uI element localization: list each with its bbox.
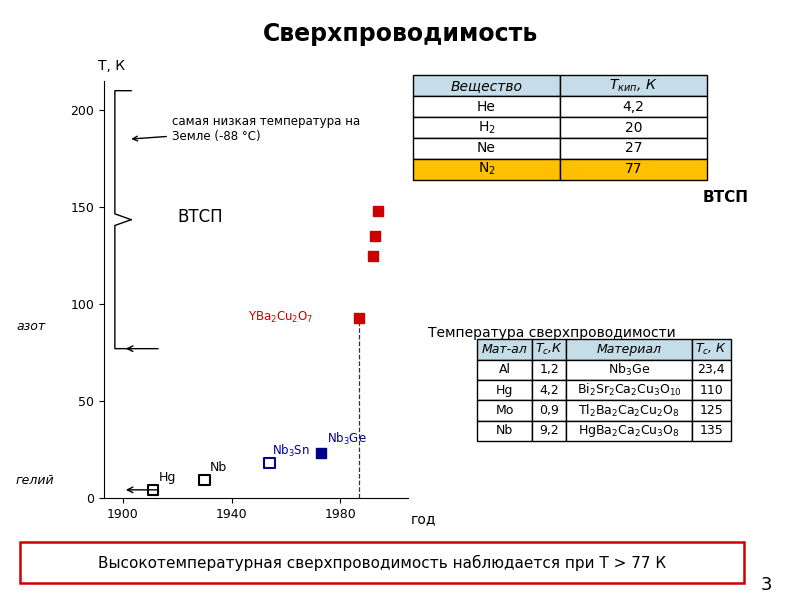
Point xyxy=(146,485,159,494)
Text: самая низкая температура на
Земле (-88 °C): самая низкая температура на Земле (-88 °… xyxy=(133,115,360,143)
Text: Сверхпроводимость: Сверхпроводимость xyxy=(262,22,538,46)
Point xyxy=(366,251,379,260)
Text: Nb$_3$Sn: Nb$_3$Sn xyxy=(272,443,310,459)
Text: YBa$_2$Cu$_2$O$_7$: YBa$_2$Cu$_2$O$_7$ xyxy=(248,310,314,325)
Point xyxy=(198,475,211,485)
Text: Hg: Hg xyxy=(158,471,176,484)
Text: ВТСП: ВТСП xyxy=(703,190,749,205)
Point xyxy=(372,206,385,216)
Text: 3: 3 xyxy=(761,576,772,594)
Point xyxy=(314,448,327,457)
Point xyxy=(369,232,382,241)
Text: Nb$_3$Ge: Nb$_3$Ge xyxy=(326,431,366,447)
Text: Температура сверхпроводимости: Температура сверхпроводимости xyxy=(428,326,676,340)
Text: азот: азот xyxy=(16,320,45,334)
Text: Nb: Nb xyxy=(210,461,227,475)
FancyBboxPatch shape xyxy=(20,542,744,583)
Text: год: год xyxy=(411,512,437,526)
Text: гелий: гелий xyxy=(16,473,54,487)
Text: Высокотемпературная сверхпроводимость наблюдается при Т > 77 К: Высокотемпературная сверхпроводимость на… xyxy=(98,554,666,571)
Text: Т, К: Т, К xyxy=(98,59,125,73)
Point xyxy=(353,313,366,322)
Point xyxy=(263,458,276,468)
Text: ВТСП: ВТСП xyxy=(178,208,223,226)
